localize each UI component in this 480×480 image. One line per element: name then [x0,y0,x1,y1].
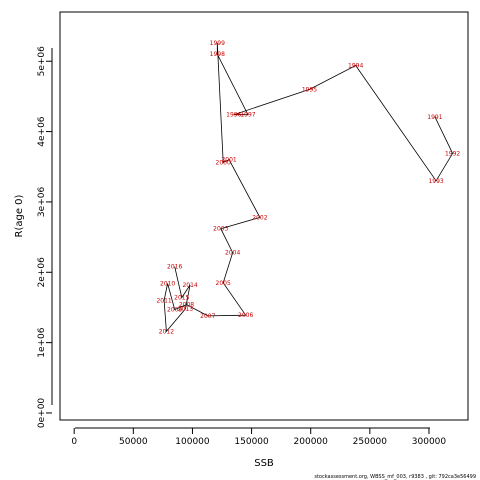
year-label-2012: 2012 [159,328,174,335]
x-tick-label: 100000 [175,437,210,447]
x-tick-label: 150000 [234,437,269,447]
year-label-2001: 2001 [221,157,236,164]
x-tick-label: 0 [71,437,77,447]
x-axis-title: SSB [254,458,274,469]
year-label-1996: 1996 [226,112,241,119]
y-tick-label: 5e+06 [37,46,47,77]
year-label-2011: 2011 [156,297,171,304]
y-tick-label: 3e+06 [37,187,47,218]
year-label-2005: 2005 [216,280,231,287]
year-label-2009: 2009 [167,307,182,314]
y-axis-title: R(age 0) [14,194,25,237]
year-label-2002: 2002 [252,214,267,221]
plot-frame [59,11,469,421]
year-label-1993: 1993 [428,178,443,185]
y-tick-label: 4e+06 [37,116,47,147]
year-label-1995: 1995 [302,86,317,93]
x-axis-ticks: 0 50000 100000 150000 200000 250000 300000 [71,428,446,447]
series-line [163,42,454,333]
x-tick-label: 250000 [353,437,388,447]
year-label-1994: 1994 [348,63,363,70]
year-label-2013: 2013 [178,306,193,313]
x-tick-label: 50000 [119,437,148,447]
year-label-1997: 1997 [240,112,255,119]
year-label-2007: 2007 [200,313,215,320]
year-label-2003: 2003 [213,226,228,233]
footer-note: stockassessment.org, WBSS_mf_003, r9383 … [314,474,476,480]
year-label-1992: 1992 [445,150,460,157]
year-label-2008: 2008 [179,302,194,309]
year-label-1998: 1998 [210,51,225,58]
y-tick-label: 2e+06 [37,257,47,288]
year-label-2015: 2015 [174,295,189,302]
year-label-1991: 1991 [427,114,442,121]
year-label-2000: 2000 [216,160,231,167]
y-tick-label: 0e+00 [37,398,47,429]
year-label-2004: 2004 [225,250,240,257]
y-axis-ticks: 0e+00 1e+06 2e+06 3e+06 4e+06 5e+06 [37,46,52,428]
x-tick-label: 300000 [412,437,447,447]
x-tick-label: 200000 [294,437,329,447]
year-label-2010: 2010 [160,281,175,288]
year-label-2014: 2014 [182,282,197,289]
year-label-1999: 1999 [210,40,225,47]
year-label-2006: 2006 [238,312,253,319]
year-label-2016: 2016 [167,264,182,271]
y-tick-label: 1e+06 [37,327,47,358]
